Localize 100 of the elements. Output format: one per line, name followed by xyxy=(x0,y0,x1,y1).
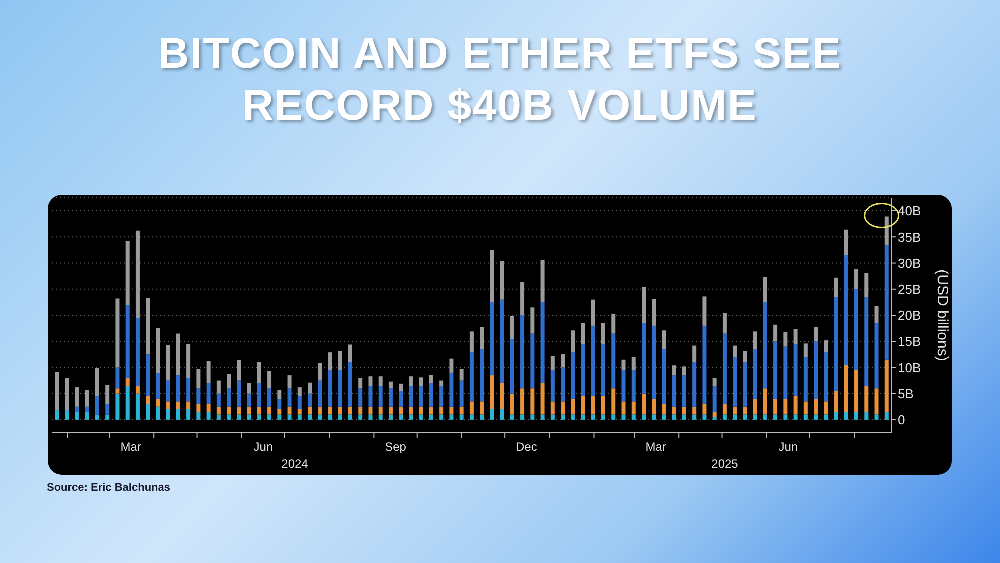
bar xyxy=(874,388,879,415)
bar xyxy=(146,396,150,404)
bar xyxy=(196,412,201,420)
bar xyxy=(328,414,332,420)
bar xyxy=(540,260,545,302)
bar xyxy=(591,414,596,420)
bar xyxy=(358,406,363,415)
bar xyxy=(146,404,150,420)
bar xyxy=(571,330,576,352)
bar xyxy=(186,402,191,410)
bar xyxy=(844,412,848,420)
bar xyxy=(85,412,90,420)
bar xyxy=(530,334,535,389)
bar xyxy=(75,406,80,412)
bar xyxy=(864,273,869,298)
bar xyxy=(682,376,686,407)
bar xyxy=(460,380,464,407)
bar xyxy=(166,402,170,410)
y-tick-label: 35B xyxy=(898,230,922,245)
bar xyxy=(602,344,606,396)
bar xyxy=(338,370,342,407)
bar xyxy=(166,345,170,381)
bar xyxy=(268,371,272,389)
bar xyxy=(298,388,302,396)
bar xyxy=(844,365,848,412)
bar xyxy=(550,356,555,370)
bar xyxy=(550,402,555,415)
bar xyxy=(642,323,646,394)
bar xyxy=(692,406,697,415)
bar xyxy=(399,384,404,392)
bar xyxy=(95,396,100,415)
bar xyxy=(470,352,474,402)
bar xyxy=(65,410,70,420)
bar xyxy=(106,385,110,404)
bar xyxy=(257,362,262,384)
bar xyxy=(196,404,201,412)
bar xyxy=(854,370,859,412)
bar xyxy=(216,380,221,394)
bar xyxy=(450,414,454,420)
bar xyxy=(712,412,717,418)
bar xyxy=(358,378,363,389)
bar xyxy=(834,278,838,298)
x-tick-label: Sep xyxy=(385,440,407,454)
y-tick-label: 25B xyxy=(898,282,922,298)
bar xyxy=(75,388,80,407)
bar xyxy=(146,298,150,355)
bar xyxy=(156,399,160,407)
bar xyxy=(540,302,545,384)
bar xyxy=(561,368,566,402)
bar xyxy=(378,406,383,415)
bar xyxy=(308,414,312,420)
bar xyxy=(794,396,798,415)
source-note: Source: Eric Balchunas xyxy=(47,482,170,494)
bar xyxy=(510,414,514,420)
bar xyxy=(804,344,808,358)
bar xyxy=(257,406,262,415)
bar xyxy=(642,414,646,420)
bar xyxy=(308,382,312,394)
bar xyxy=(136,394,140,420)
bar xyxy=(338,406,342,415)
bar xyxy=(268,406,272,415)
bar xyxy=(753,399,758,415)
bar xyxy=(722,313,727,334)
bar xyxy=(712,378,717,386)
bar xyxy=(298,396,302,410)
bar xyxy=(136,230,140,318)
bar xyxy=(328,352,332,370)
bar xyxy=(368,414,373,420)
bar xyxy=(429,375,434,384)
bar xyxy=(784,414,788,420)
bar xyxy=(884,360,889,412)
bar xyxy=(602,323,606,344)
bar xyxy=(612,388,616,415)
bar xyxy=(156,372,160,400)
bar xyxy=(227,406,232,415)
bar xyxy=(733,406,738,415)
bar xyxy=(440,380,444,386)
bar xyxy=(358,414,363,420)
bar xyxy=(784,399,788,415)
bar xyxy=(561,414,566,420)
bar xyxy=(743,362,748,407)
bar xyxy=(672,406,676,415)
bar xyxy=(368,386,373,407)
bar xyxy=(733,346,738,358)
bar xyxy=(662,330,666,350)
bar xyxy=(106,404,110,415)
x-tick-label: Jun xyxy=(778,440,798,454)
bar xyxy=(632,402,636,415)
bar xyxy=(116,298,120,368)
bar xyxy=(186,378,191,402)
y-tick-label: 0 xyxy=(898,412,906,428)
bar xyxy=(247,383,252,394)
bar xyxy=(399,406,404,415)
bar xyxy=(166,410,170,420)
bar xyxy=(774,342,778,400)
bar xyxy=(146,354,150,396)
x-tick-label: Mar xyxy=(120,440,142,454)
bar xyxy=(500,383,504,410)
bar xyxy=(378,376,383,386)
bar xyxy=(216,394,221,407)
